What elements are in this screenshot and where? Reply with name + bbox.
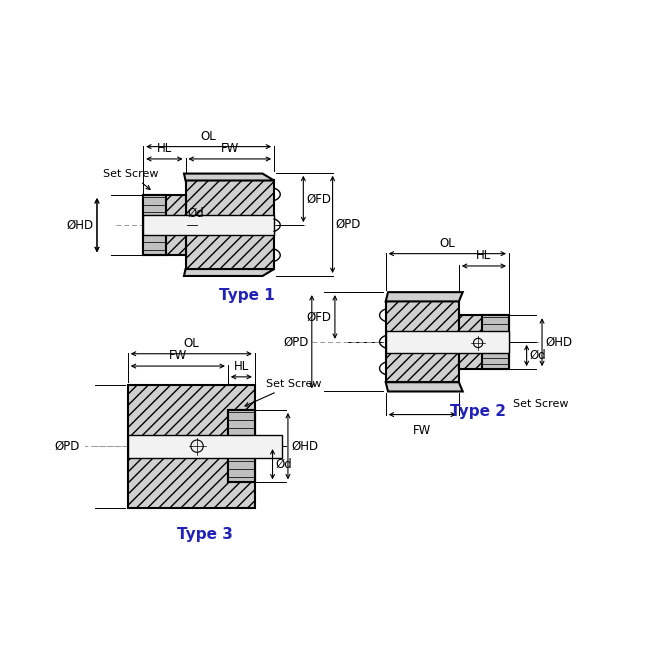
Bar [228, 410, 255, 482]
Text: ØPD: ØPD [55, 440, 80, 453]
Text: ØFD: ØFD [306, 192, 332, 206]
Text: Ød: Ød [530, 349, 547, 362]
Text: FW: FW [220, 142, 239, 155]
Text: FW: FW [169, 349, 187, 362]
Text: Set Screw: Set Screw [513, 399, 568, 409]
Polygon shape [184, 174, 274, 180]
Text: ØHD: ØHD [67, 218, 94, 232]
Text: HL: HL [157, 142, 172, 155]
Text: ØFD: ØFD [307, 310, 332, 324]
Text: ØHD: ØHD [291, 440, 318, 453]
Text: Type 2: Type 2 [450, 404, 506, 419]
Bar [386, 302, 459, 383]
Text: HL: HL [476, 249, 492, 262]
Bar [143, 195, 186, 255]
Text: HL: HL [234, 360, 249, 373]
Text: Ød: Ød [275, 458, 292, 471]
Bar [128, 435, 282, 458]
Bar [143, 215, 274, 235]
Text: ØHD: ØHD [545, 336, 572, 348]
Text: Set Screw: Set Screw [103, 169, 159, 190]
Text: Type 1: Type 1 [219, 289, 275, 304]
Bar [186, 180, 274, 269]
Bar [482, 316, 509, 369]
Text: ØPD: ØPD [283, 335, 309, 348]
Text: Set Screw: Set Screw [245, 379, 322, 406]
Text: ØPD: ØPD [336, 218, 361, 231]
Text: OL: OL [184, 337, 199, 350]
Bar [228, 410, 255, 482]
Text: OL: OL [201, 130, 216, 143]
Text: OL: OL [440, 237, 455, 250]
Bar [143, 195, 166, 255]
Polygon shape [386, 292, 463, 302]
Text: FW: FW [413, 424, 431, 437]
Text: Type 3: Type 3 [177, 527, 232, 542]
Bar [128, 385, 255, 508]
Polygon shape [386, 383, 463, 391]
Text: Ød: Ød [187, 207, 204, 220]
Bar [386, 331, 509, 352]
Polygon shape [184, 269, 274, 276]
Bar [459, 316, 509, 369]
